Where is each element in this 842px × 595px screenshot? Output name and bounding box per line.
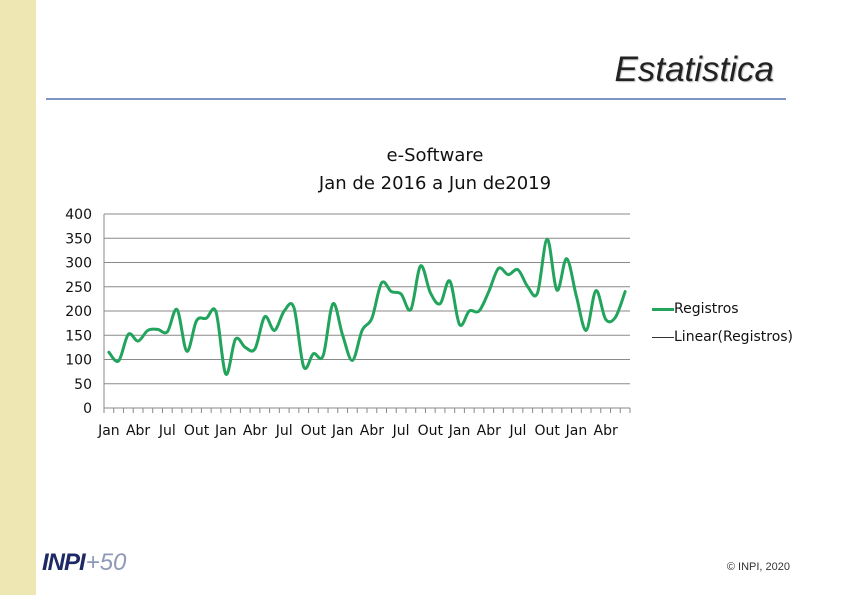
y-tick-label: 400 [65, 207, 92, 223]
legend-swatch-linear [652, 336, 674, 338]
legend-item-registros: Registros [652, 301, 739, 317]
x-tick-label: Jan [565, 423, 588, 439]
inpi-logo: INPI +50 [42, 549, 126, 577]
x-tick-label: Abr [243, 423, 267, 439]
y-tick-label: 100 [65, 353, 92, 369]
logo-suffix: +50 [85, 549, 127, 576]
legend-label-registros: Registros [674, 301, 739, 317]
legend-item-linear: Linear(Registros) [652, 329, 793, 345]
y-tick-label: 300 [65, 256, 92, 272]
x-tick-label: Abr [360, 423, 384, 439]
x-tick-label: Jan [331, 423, 354, 439]
slide-title: Estatistica [614, 50, 775, 89]
grid-lines [104, 213, 630, 385]
title-rule [46, 98, 786, 100]
x-tick-label: Out [301, 423, 327, 439]
x-tick-label: Jan [214, 423, 237, 439]
y-tick-label: 0 [83, 401, 92, 417]
x-tick-label: Jan [448, 423, 471, 439]
axes [103, 214, 631, 413]
y-tick-label: 50 [74, 377, 92, 393]
y-tick-label: 200 [65, 304, 92, 320]
chart-title: e-Software [386, 145, 484, 166]
x-tick-label: Abr [126, 423, 150, 439]
x-tick-labels: Jan Abr Jul Out Jan Abr Jul Out Jan Abr Jul Out Jan A… [97, 423, 618, 439]
x-tick-label: Jul [158, 423, 176, 439]
x-tick-label: Abr [594, 423, 618, 439]
series-line-registros [107, 237, 627, 376]
y-tick-label: 150 [65, 328, 92, 344]
x-tick-label: Jul [392, 423, 410, 439]
x-tick-label: Abr [477, 423, 501, 439]
x-tick-label: Out [535, 423, 561, 439]
y-tick-labels: 0 50 100 150 200 250 300 350 400 [65, 207, 92, 417]
series-layer [107, 237, 627, 376]
y-tick-label: 350 [65, 231, 92, 247]
legend-label-linear: Linear(Registros) [674, 329, 794, 345]
logo-text: INPI [42, 549, 86, 576]
x-tick-label: Jan [97, 423, 120, 439]
chart-subtitle: Jan de 2016 a Jun de2019 [318, 173, 552, 194]
x-tick-label: Out [184, 423, 210, 439]
x-tick-label: Out [418, 423, 444, 439]
copyright: © INPI, 2020 [726, 561, 790, 573]
x-tick-label: Jul [509, 423, 527, 439]
y-tick-label: 250 [65, 280, 92, 296]
side-bar [0, 0, 36, 595]
x-tick-label: Jul [275, 423, 293, 439]
legend-swatch-registros [652, 307, 674, 311]
